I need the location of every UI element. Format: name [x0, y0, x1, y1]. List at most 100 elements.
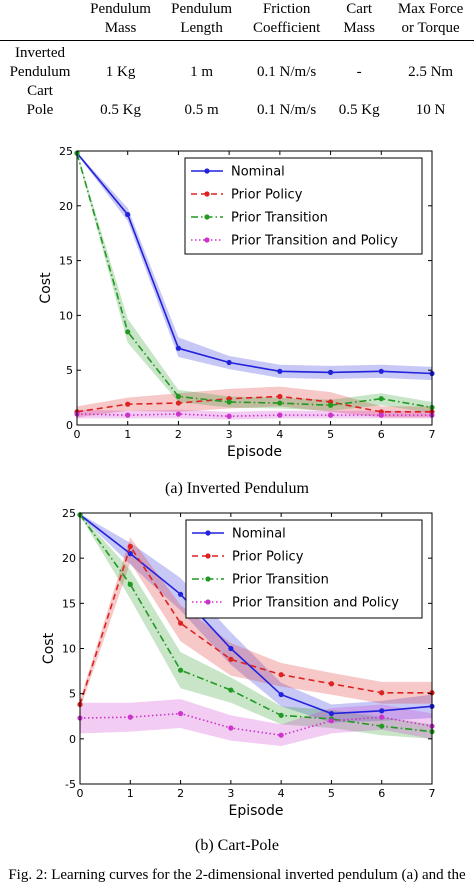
table-cell: 0.5 m: [184, 102, 219, 118]
legend-marker-0: [205, 530, 211, 536]
table-cell: 1 Kg: [105, 64, 136, 80]
y-axis-label: Cost: [41, 632, 57, 664]
table-header-corner: [0, 0, 80, 41]
legend-entry-2: Prior Transition: [232, 573, 329, 588]
confidence-band-0: [77, 152, 432, 381]
data-point: [177, 667, 184, 673]
data-point: [328, 710, 335, 717]
x-tick-label: 5: [328, 787, 335, 800]
table-header-row: Pendulum Mass Pendulum Length Friction Coef…: [0, 0, 474, 41]
table-cell: 0.1 N/m/s: [257, 102, 317, 118]
confidence-band-0: [80, 513, 432, 723]
data-point: [127, 714, 133, 720]
y-tick-label: 20: [59, 200, 73, 213]
data-point: [175, 393, 182, 400]
table-cell: -: [356, 64, 362, 80]
legend-box: [185, 519, 423, 619]
series-line-0: [76, 152, 433, 375]
chart-caption-a: (a) Inverted Pendulum: [165, 480, 309, 497]
cart-pole-chart: 0 1 2 3 4 5 6 7-50510152025EpisodeCostNominalPr…: [41, 507, 436, 819]
data-point: [328, 718, 335, 724]
confidence-band-3: [77, 409, 432, 420]
data-point: [379, 723, 385, 729]
x-tick-label: 4: [276, 428, 283, 441]
data-point: [228, 656, 234, 662]
y-tick-label: 5: [69, 688, 76, 701]
legend-box: [184, 157, 423, 255]
data-point: [277, 393, 283, 400]
table-header-pendulum-length: Pendulum Length: [161, 0, 243, 41]
y-tick-label: 25: [59, 145, 73, 158]
table-row-label: Inverted Pendulum: [9, 45, 71, 80]
data-point: [226, 359, 232, 366]
data-point: [177, 591, 184, 597]
data-point: [127, 551, 133, 557]
x-tick-label: 2: [177, 787, 184, 800]
data-point: [277, 368, 283, 374]
data-point: [379, 690, 385, 696]
x-tick-label: 5: [327, 428, 334, 441]
data-point: [125, 401, 131, 407]
table-cell: 10 N: [415, 102, 446, 118]
table-row-label: Cart Pole: [26, 83, 54, 118]
y-tick-label: 25: [62, 507, 76, 520]
chart-caption-b: (b) Cart-Pole: [195, 837, 279, 854]
x-tick-label: 7: [429, 787, 436, 800]
x-tick-label: 1: [127, 787, 134, 800]
figure-caption: Fig. 2: Learning curves for the 2-dimens…: [8, 867, 466, 883]
parameters-table: Pendulum Mass Pendulum Length Friction Coef…: [0, 0, 474, 120]
y-tick-label: 0: [69, 733, 76, 746]
y-tick-label: -5: [65, 778, 76, 791]
legend-marker-2: [205, 576, 211, 582]
y-axis-label: Cost: [38, 272, 54, 304]
table-cell: 0.1 N/m/s: [257, 64, 317, 80]
data-point: [177, 620, 184, 626]
table-header-max-force: Max Force or Torque: [387, 0, 474, 41]
data-point: [328, 681, 335, 687]
confidence-band-1: [80, 537, 432, 710]
data-point: [175, 400, 182, 406]
data-point: [277, 400, 283, 406]
table-header-friction: Friction Coefficient: [242, 0, 332, 41]
legend-marker-1: [205, 553, 211, 559]
data-point: [125, 329, 131, 335]
data-point: [378, 396, 384, 402]
data-point: [278, 732, 284, 738]
table-header-pendulum-mass: Pendulum Mass: [80, 0, 162, 41]
y-tick-label: 5: [66, 364, 73, 377]
data-point: [379, 708, 385, 714]
table-row-cart-pole: Cart Pole 0.5 Kg 0.5 m 0.1 N/m/s 0.5 Kg 1…: [0, 82, 474, 120]
x-axis-label: Episode: [227, 444, 282, 460]
data-point: [327, 412, 334, 418]
legend-marker-3: [204, 237, 210, 243]
x-tick-label: 2: [175, 428, 182, 441]
legend-marker-2: [204, 214, 210, 220]
data-point: [127, 543, 133, 550]
table-cell: 0.5 Kg: [100, 102, 141, 118]
data-point: [278, 672, 284, 678]
data-point: [379, 714, 385, 720]
x-tick-label: 4: [278, 787, 285, 800]
x-tick-label: 6: [378, 787, 385, 800]
confidence-band-3: [80, 699, 432, 747]
data-point: [127, 581, 133, 587]
legend-entry-1: Prior Policy: [232, 550, 304, 565]
x-tick-label: 1: [124, 428, 131, 441]
legend-entry-1: Prior Policy: [231, 188, 303, 203]
legend-entry-3: Prior Transition and Policy: [231, 234, 398, 249]
table-cell: 1 m: [190, 64, 214, 80]
data-point: [278, 712, 284, 718]
series-line-1: [79, 544, 432, 705]
data-point: [125, 211, 131, 218]
y-tick-label: 10: [59, 309, 73, 322]
series-line-2: [76, 152, 433, 409]
legend-marker-0: [204, 168, 210, 174]
data-point: [378, 368, 384, 374]
data-point: [278, 691, 284, 698]
series-line-2: [79, 514, 433, 733]
data-point: [277, 412, 283, 418]
legend-entry-2: Prior Transition: [231, 211, 328, 226]
data-point: [228, 645, 234, 652]
x-tick-label: 3: [226, 428, 233, 441]
legend-entry-0: Nominal: [231, 165, 285, 180]
